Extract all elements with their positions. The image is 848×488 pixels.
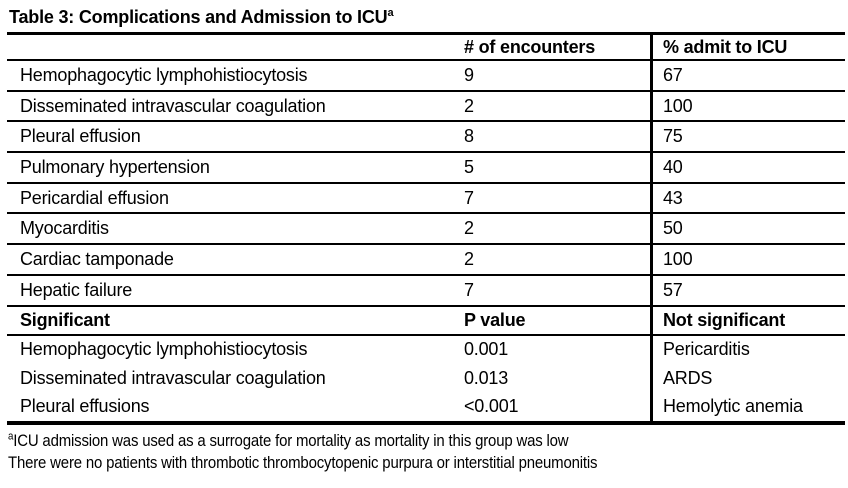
table-row: Disseminated intravascular coagulation 2… — [7, 91, 845, 123]
complication-cell: Hepatic failure — [20, 279, 133, 300]
header-encounters: # of encounters — [464, 36, 596, 57]
icu-percent-cell: 40 — [650, 153, 845, 182]
significance-row: Disseminated intravascular coagulation 0… — [7, 364, 845, 393]
encounters-cell: 7 — [464, 279, 474, 300]
header-not-significant: Not significant — [650, 306, 845, 334]
encounters-cell: 2 — [464, 218, 474, 239]
icu-percent-cell: 67 — [650, 61, 845, 90]
table-row: Myocarditis 2 50 — [7, 214, 845, 246]
table-title: Table 3: Complications and Admission to … — [9, 7, 848, 32]
footnote-no-patients: There were no patients with thrombotic t… — [8, 452, 747, 474]
icu-percent-cell: 75 — [650, 122, 845, 152]
table-row: Pulmonary hypertension 5 40 — [7, 153, 845, 184]
table-row: Cardiac tamponade 2 100 — [7, 245, 845, 276]
table-header-row: # of encounters % admit to ICU — [7, 35, 845, 61]
encounters-cell: 7 — [464, 187, 474, 208]
footnote-text: ICU admission was used as a surrogate fo… — [13, 431, 569, 451]
icu-percent-cell: 100 — [650, 245, 845, 274]
encounters-cell: 9 — [464, 64, 474, 85]
not-significant-cell: Pericarditis — [650, 335, 845, 365]
footnote-superscript: a — [8, 430, 14, 443]
table-footnotes: aICU admission was used as a surrogate f… — [8, 430, 848, 474]
icu-percent-cell: 50 — [650, 214, 845, 244]
table-title-text: Table 3: Complications and Admission to … — [9, 7, 388, 27]
footnote-text: There were no patients with thrombotic t… — [8, 453, 598, 473]
encounters-cell: 5 — [464, 156, 474, 177]
significant-complication-cell: Hemophagocytic lymphohistiocytosis — [20, 339, 308, 360]
icu-percent-cell: 57 — [650, 275, 845, 305]
encounters-cell: 2 — [464, 248, 474, 269]
significant-complication-cell: Pleural effusions — [20, 396, 150, 417]
not-significant-cell: Hemolytic anemia — [650, 392, 845, 422]
table-row: Pleural effusion 8 75 — [7, 122, 845, 154]
complication-cell: Hemophagocytic lymphohistiocytosis — [20, 64, 308, 85]
significance-row: Pleural effusions <0.001 Hemolytic anemi… — [7, 392, 845, 422]
complication-cell: Disseminated intravascular coagulation — [20, 95, 326, 116]
table-title-superscript: a — [387, 7, 394, 19]
encounters-cell: 2 — [464, 95, 474, 116]
encounters-cell: 8 — [464, 126, 474, 147]
footnote-icu-surrogate: aICU admission was used as a surrogate f… — [8, 430, 747, 452]
table-row: Pericardial effusion 7 43 — [7, 183, 845, 215]
table-row: Hepatic failure 7 57 — [7, 275, 845, 307]
complication-cell: Pericardial effusion — [20, 187, 169, 208]
header-p-value: P value — [464, 309, 526, 330]
header-significant: Significant — [20, 309, 110, 330]
table-row: Hemophagocytic lymphohistiocytosis 9 67 — [7, 61, 845, 92]
complication-cell: Pleural effusion — [20, 126, 141, 147]
significance-header-row: Significant P value Not significant — [7, 306, 845, 336]
complication-cell: Cardiac tamponade — [20, 248, 174, 269]
data-table: # of encounters % admit to ICU Hemophago… — [7, 32, 845, 426]
not-significant-cell: ARDS — [650, 364, 845, 393]
header-icu-percent: % admit to ICU — [650, 35, 845, 59]
p-value-cell: 0.001 — [464, 339, 509, 360]
icu-percent-cell: 100 — [650, 91, 845, 121]
complication-cell: Pulmonary hypertension — [20, 156, 210, 177]
significance-row: Hemophagocytic lymphohistiocytosis 0.001… — [7, 335, 845, 365]
significant-complication-cell: Disseminated intravascular coagulation — [20, 367, 326, 388]
icu-percent-cell: 43 — [650, 183, 845, 213]
complication-cell: Myocarditis — [20, 218, 109, 239]
p-value-cell: 0.013 — [464, 367, 509, 388]
p-value-cell: <0.001 — [464, 396, 519, 417]
paper-table-figure: Table 3: Complications and Admission to … — [0, 7, 848, 488]
